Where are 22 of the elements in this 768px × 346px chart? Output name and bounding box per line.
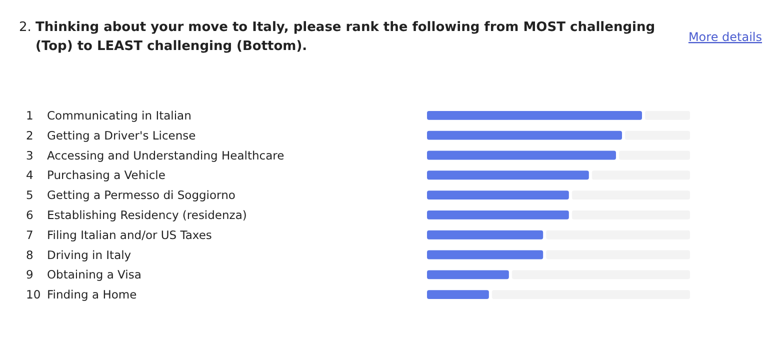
bar: [427, 270, 509, 280]
bar: [427, 150, 616, 160]
y-tick-label: 5 Getting a Permesso di Soggiorno: [26, 188, 236, 202]
text: More details: [688, 30, 762, 44]
bar: [427, 290, 489, 300]
y-tick-label: 2 Getting a Driver's License: [26, 128, 196, 142]
bar: [427, 170, 589, 180]
y-tick-label: 9 Obtaining a Visa: [26, 268, 142, 282]
y-tick-label: 8 Driving in Italy: [26, 248, 132, 262]
bar: [427, 130, 622, 140]
bar: [427, 210, 569, 220]
y-tick-label: 1 Communicating in Italian: [26, 108, 192, 122]
bar: [427, 250, 544, 260]
y-tick-label: 4 Purchasing a Vehicle: [26, 168, 166, 182]
y-tick-label: 10 Finding a Home: [26, 288, 137, 302]
bar: [427, 230, 544, 240]
bar: [427, 190, 569, 200]
y-tick-label: 3 Accessing and Understanding Healthcare: [26, 148, 284, 162]
y-tick-label: 7 Filing Italian and/or US Taxes: [26, 228, 212, 242]
y-tick-label: 6 Establishing Residency (residenza): [26, 208, 247, 222]
bar: [427, 110, 642, 120]
chart-title: 2. Thinking about your move to Italy, please rank the following from MOST challenging (Top) to LEAST challenging (Bottom).: [19, 20, 656, 54]
